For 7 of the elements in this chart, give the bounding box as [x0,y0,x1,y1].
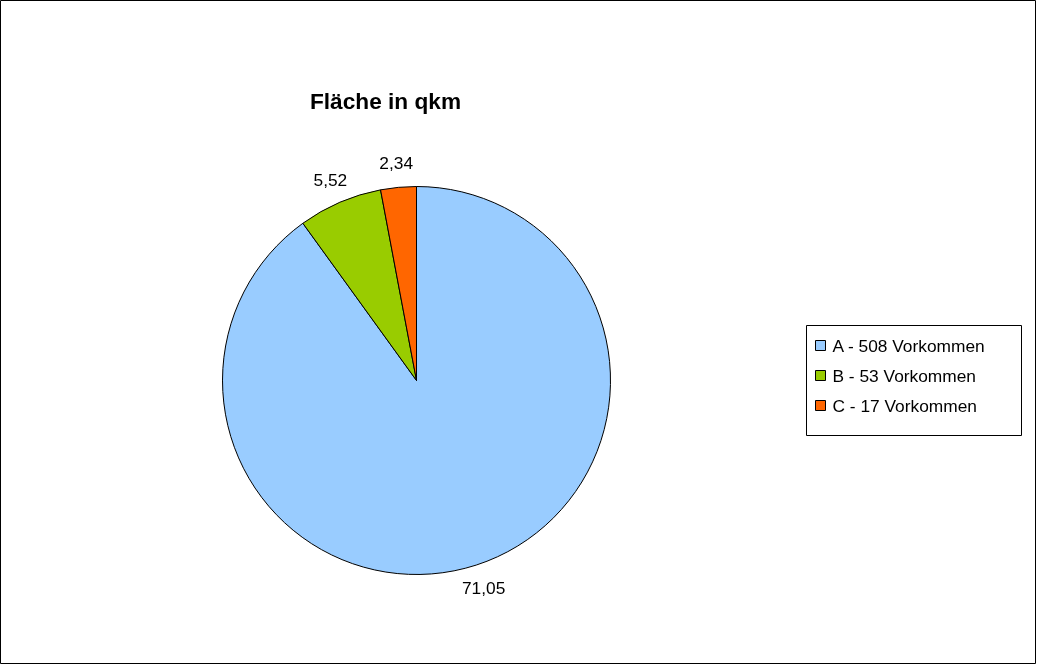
legend-label: B - 53 Vorkommen [832,365,976,386]
data-label: 2,34 [379,153,414,174]
data-label: 5,52 [313,170,348,191]
data-label: 71,05 [461,577,506,598]
legend-label: C - 17 Vorkommen [832,395,977,416]
legend-label: A - 508 Vorkommen [832,335,985,356]
chart-title: Fläche in qkm [309,87,462,114]
